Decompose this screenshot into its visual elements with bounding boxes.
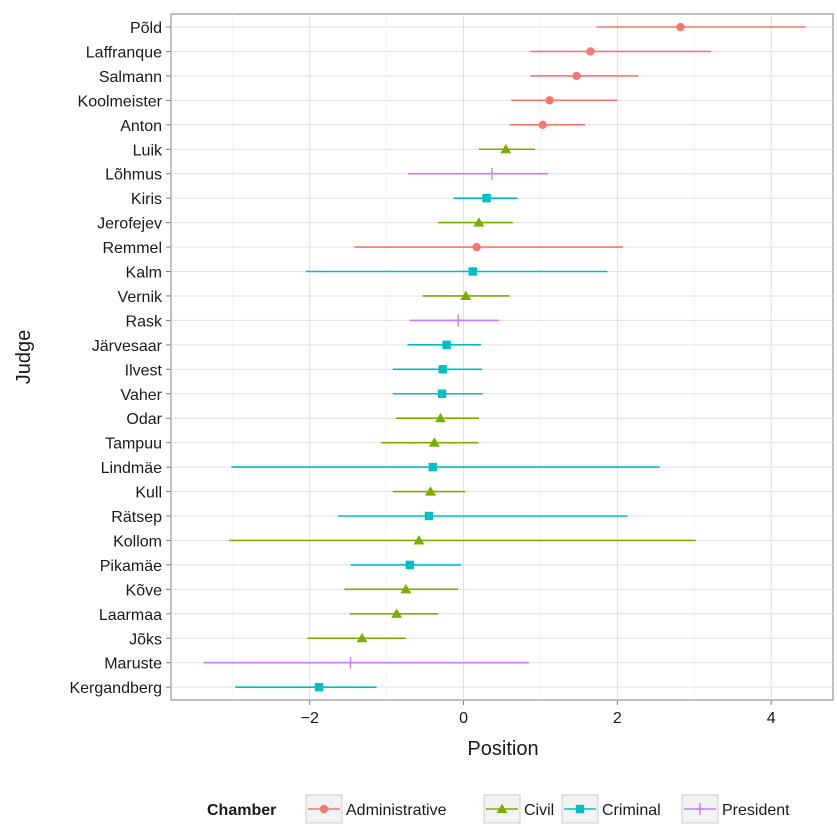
estimate-point bbox=[468, 267, 477, 276]
legend-label: Civil bbox=[524, 802, 554, 819]
legend-key-marker bbox=[694, 803, 706, 815]
estimate-point bbox=[442, 340, 451, 350]
judge-label: Kiris bbox=[131, 191, 162, 208]
estimate-point bbox=[425, 486, 436, 496]
interval-lines bbox=[203, 26, 806, 688]
estimate-point bbox=[437, 389, 447, 398]
judge-label: Maruste bbox=[104, 656, 162, 673]
point-markers bbox=[314, 22, 685, 692]
x-axis-title: Position bbox=[467, 738, 538, 760]
legend-key-marker bbox=[575, 804, 585, 814]
x-tick-label: 0 bbox=[459, 710, 468, 727]
estimate-point bbox=[572, 71, 581, 81]
estimate-point bbox=[424, 511, 434, 521]
estimate-point bbox=[405, 560, 414, 570]
judge-label: Kõve bbox=[126, 582, 163, 599]
judge-label: Rätsep bbox=[111, 509, 162, 526]
estimate-point bbox=[482, 193, 491, 203]
grid-minor bbox=[232, 14, 695, 700]
judge-label: Vernik bbox=[118, 289, 163, 306]
judge-label: Laffranque bbox=[86, 44, 162, 61]
y-axis: Põld Laffranque Salmann Koolmeister Anton Lui… bbox=[69, 20, 171, 697]
x-tick-label: 2 bbox=[613, 710, 622, 727]
judge-label: Pikamäe bbox=[100, 558, 162, 575]
estimate-point bbox=[452, 314, 465, 327]
estimate-point bbox=[586, 47, 595, 56]
judge-label: Põld bbox=[130, 20, 162, 37]
judge-label: Vaher bbox=[120, 387, 162, 404]
legend-label: Criminal bbox=[602, 802, 661, 819]
judge-label: Järvesaar bbox=[92, 338, 163, 355]
estimate-point bbox=[356, 632, 368, 643]
estimate-point bbox=[428, 437, 440, 447]
judge-label: Ilvest bbox=[125, 362, 163, 379]
judge-label: Kollom bbox=[113, 533, 162, 550]
estimate-point bbox=[460, 290, 472, 300]
judge-label: Laarmaa bbox=[99, 607, 162, 624]
estimate-point bbox=[435, 412, 446, 423]
estimate-point bbox=[472, 242, 481, 252]
estimate-point bbox=[486, 167, 499, 180]
legend: Chamber Administrative Civil Criminal Presid… bbox=[207, 794, 790, 824]
legend-title: Chamber bbox=[207, 802, 276, 819]
judge-label: Rask bbox=[126, 313, 163, 330]
estimate-point bbox=[400, 583, 412, 594]
y-axis-title: Judge bbox=[13, 330, 35, 385]
legend-label: President bbox=[722, 802, 790, 819]
estimate-point bbox=[428, 462, 437, 472]
estimate-point bbox=[545, 96, 554, 105]
x-tick-label: −2 bbox=[301, 710, 319, 727]
judge-label: Jerofejev bbox=[97, 216, 162, 233]
judge-label: Lindmäe bbox=[101, 460, 162, 477]
legend-key-marker bbox=[319, 804, 329, 814]
judge-label: Odar bbox=[126, 411, 162, 428]
estimate-point bbox=[676, 22, 685, 32]
legend-label: Administrative bbox=[346, 802, 447, 819]
estimate-point bbox=[438, 365, 447, 374]
judge-label: Kalm bbox=[126, 265, 162, 282]
judge-label: Jõks bbox=[129, 631, 162, 648]
estimate-point bbox=[391, 608, 403, 618]
judge-label: Kergandberg bbox=[69, 680, 162, 697]
estimate-point bbox=[538, 120, 547, 129]
x-axis: −2 0 2 4 bbox=[301, 700, 776, 727]
judge-label: Remmel bbox=[102, 240, 162, 257]
judge-label: Kull bbox=[135, 485, 162, 502]
legend-key-marker bbox=[496, 803, 508, 814]
x-tick-label: 4 bbox=[767, 710, 776, 727]
plot-panel bbox=[170, 13, 834, 701]
judge-label: Salmann bbox=[99, 69, 162, 86]
estimate-point bbox=[344, 656, 357, 669]
judge-label: Luik bbox=[133, 142, 163, 159]
estimate-point bbox=[473, 217, 485, 227]
estimate-point bbox=[413, 535, 425, 545]
judge-label: Anton bbox=[120, 118, 162, 135]
estimate-point bbox=[500, 143, 512, 154]
estimate-point bbox=[314, 682, 324, 692]
judge-label: Koolmeister bbox=[78, 93, 163, 110]
judge-label: Lõhmus bbox=[105, 167, 162, 184]
judge-label: Tampuu bbox=[105, 436, 162, 453]
